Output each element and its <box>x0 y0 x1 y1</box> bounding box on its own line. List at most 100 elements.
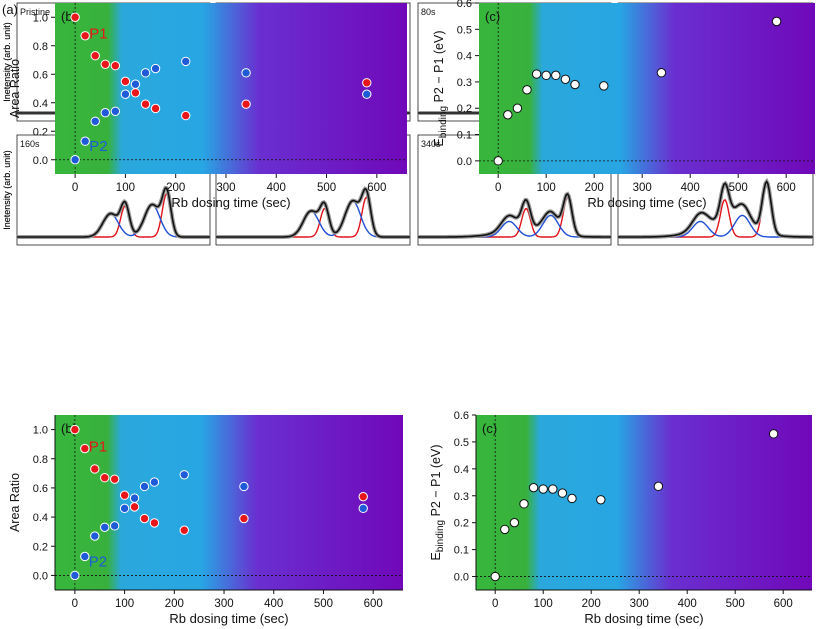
data-point-p1 <box>149 518 160 528</box>
data-point-p1 <box>362 78 372 88</box>
data-point-p2 <box>150 63 161 74</box>
data-point-p1 <box>80 443 90 454</box>
y-tick-label: 0.4 <box>454 464 469 476</box>
x-axis-label: Rb dosing time (sec) <box>584 611 703 626</box>
xps-y-axis-label: Inetensity (arb. unit) <box>2 22 12 102</box>
plot-background-gradient <box>55 3 407 174</box>
y-tick-label: 0.0 <box>33 570 48 582</box>
data-point-p2 <box>90 116 100 126</box>
y-tick-label: 0.6 <box>33 483 48 495</box>
data-point-e <box>512 103 523 113</box>
data-point-e <box>551 70 561 81</box>
y-tick-label: 1.0 <box>33 12 48 24</box>
data-point-e <box>490 571 500 582</box>
y-tick-label: 0.2 <box>33 126 48 138</box>
y-tick-label: 1.0 <box>33 425 48 437</box>
x-tick-label: 300 <box>630 598 649 610</box>
p2-annotation: P2 <box>89 138 107 155</box>
x-axis-label: Rb dosing time (sec) <box>171 195 290 210</box>
plot-background-gradient <box>55 415 403 590</box>
data-point-p1 <box>70 12 80 22</box>
data-point-e <box>519 499 529 509</box>
x-tick-label: 0 <box>72 182 78 194</box>
data-point-p1 <box>358 491 368 502</box>
data-point-e <box>548 484 558 494</box>
data-point-p2 <box>80 136 90 146</box>
data-point-e <box>538 484 548 494</box>
p2-annotation: P2 <box>89 554 107 571</box>
xps-fit-envelope <box>216 187 410 238</box>
bottom-plots: 0.0 0.2 0.4 0.6 0.8 1.0 0 100 200 300 400 500 600 Rb … <box>8 410 812 626</box>
y-axis-label-subscript: binding <box>435 520 446 552</box>
y-tick-label: 0.5 <box>457 24 472 36</box>
x-tick-label: 500 <box>726 598 745 610</box>
data-point-p2 <box>179 470 189 480</box>
y-tick-label: 0.1 <box>457 130 472 142</box>
data-point-p2 <box>149 477 160 487</box>
y-tick-label: 0.8 <box>33 454 48 466</box>
y-tick-label: 0.6 <box>454 410 469 422</box>
y-tick-label: 0.4 <box>457 51 472 63</box>
y-tick-label: 0.2 <box>33 541 48 553</box>
xps-y-axis-label: Inetensity (arb. unit) <box>2 22 12 102</box>
xps-panel-label: 80s <box>421 7 436 17</box>
y-axis-label: Area Ratio <box>8 59 22 118</box>
chart-binding-diff-main: 0.0 0.1 0.2 0.3 0.4 0.5 0.6 0 100 200 300 400 500 600… <box>429 410 812 626</box>
data-point-p2 <box>241 68 251 78</box>
data-point-e <box>596 495 606 505</box>
data-point-p2 <box>139 481 150 492</box>
data-point-e <box>531 69 542 79</box>
xps-y-axis-label: Inetensity (arb. unit) <box>2 150 12 230</box>
x-tick-label: 300 <box>633 182 652 194</box>
y-axis-label: Ebinding P2 − P1 (eV) <box>432 31 449 147</box>
x-tick-label: 600 <box>364 598 383 610</box>
y-tick-label: 0.6 <box>457 0 472 10</box>
data-point-e <box>771 16 782 27</box>
data-point-p1 <box>181 110 191 121</box>
data-point-e <box>522 85 532 95</box>
x-tick-label: 400 <box>264 598 283 610</box>
x-tick-label: 400 <box>681 182 700 194</box>
data-point-p2 <box>130 79 141 89</box>
data-point-p1 <box>139 513 150 524</box>
x-tick-label: 400 <box>267 182 286 194</box>
x-axis-label: Rb dosing time (sec) <box>587 195 706 210</box>
x-axis-label: Rb dosing time (sec) <box>169 611 288 626</box>
x-tick-label: 200 <box>166 182 185 194</box>
y-tick-label: 0.6 <box>33 69 48 81</box>
y-axis-label-main: E <box>429 552 443 560</box>
data-point-e <box>557 488 568 498</box>
x-tick-label: 0 <box>492 598 498 610</box>
data-point-p2 <box>362 89 372 99</box>
data-point-p2 <box>109 521 120 531</box>
xps-panel-label: Pristine <box>20 7 50 17</box>
y-axis-label-subscript: binding <box>438 106 449 138</box>
chart-area-ratio-overlay: 0.0 0.2 0.4 0.6 0.8 1.0 0 100 200 300 400 500 600 Rb … <box>8 3 407 210</box>
y-tick-label: 0.4 <box>33 512 48 524</box>
y-axis-label-rest: P2 − P1 (eV) <box>429 445 443 520</box>
y-axis-label-rest: P2 − P1 (eV) <box>432 31 446 106</box>
y-axis-label: Area Ratio <box>8 473 22 532</box>
panel-label: (c) <box>482 421 497 436</box>
data-point-e <box>653 481 664 492</box>
y-tick-label: 0.2 <box>454 518 469 530</box>
data-point-p1 <box>90 51 100 61</box>
xps-panel-label: 160s <box>20 139 40 149</box>
chart-area-ratio-main: 0.0 0.2 0.4 0.6 0.8 1.0 0 100 200 300 400 500 600 Rb … <box>8 415 403 626</box>
data-point-p1 <box>80 31 90 41</box>
data-point-e <box>656 68 667 78</box>
data-point-p1 <box>120 76 131 87</box>
data-point-p1 <box>119 490 130 500</box>
y-tick-label: 0.1 <box>454 545 469 557</box>
y-axis-label-main: E <box>432 138 446 146</box>
data-point-p2 <box>181 56 191 67</box>
data-point-p2 <box>70 155 80 165</box>
data-point-p1 <box>109 474 120 484</box>
data-point-p1 <box>100 59 110 69</box>
data-point-e <box>570 79 580 90</box>
data-point-e <box>503 110 513 120</box>
p1-annotation: P1 <box>89 26 107 43</box>
data-point-p1 <box>179 525 189 535</box>
p1-annotation: P1 <box>89 438 107 455</box>
